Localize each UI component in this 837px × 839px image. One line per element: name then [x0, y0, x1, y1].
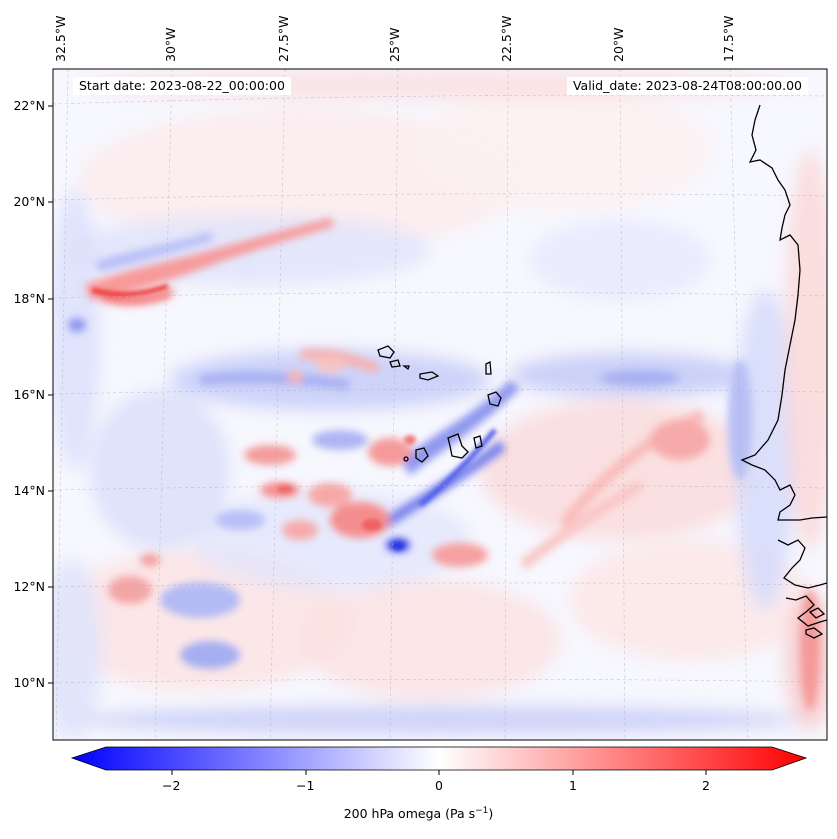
lon-label: 30°W: [163, 27, 178, 62]
colorbar-tick-label: −2: [162, 778, 181, 793]
colorbar-tick-label: 2: [702, 778, 710, 793]
start-date-label: Start date: 2023-08-22_00:00:00: [73, 77, 291, 95]
lon-label: 25°W: [387, 27, 402, 62]
valid-date-label: Valid_date: 2023-08-24T08:00:00.00: [566, 77, 808, 95]
lon-label: 17.5°W: [721, 15, 736, 62]
map-frame: [52, 68, 828, 741]
lon-label: 32.5°W: [53, 15, 68, 62]
lon-label: 27.5°W: [276, 15, 291, 62]
lat-label: 10°N: [13, 675, 45, 690]
lat-label: 14°N: [13, 483, 45, 498]
lon-label: 22.5°W: [499, 15, 514, 62]
colorbar-label: 200 hPa omega (Pa s−1): [343, 806, 494, 822]
lat-label: 12°N: [13, 579, 45, 594]
colorbar-tick-label: 0: [435, 778, 443, 793]
lat-ticks: [48, 105, 53, 684]
lon-label: 20°W: [611, 27, 626, 62]
lat-label: 18°N: [13, 291, 45, 306]
colorbar-tick-label: 1: [569, 778, 577, 793]
coastline: [377, 104, 827, 639]
colorbar: [70, 746, 808, 775]
lat-label: 20°N: [13, 194, 45, 209]
colorbar-tick-label: −1: [296, 778, 315, 793]
lat-label: 22°N: [13, 98, 45, 113]
omega-field: [53, 69, 827, 740]
graticule: [53, 69, 827, 740]
lat-label: 16°N: [13, 387, 45, 402]
